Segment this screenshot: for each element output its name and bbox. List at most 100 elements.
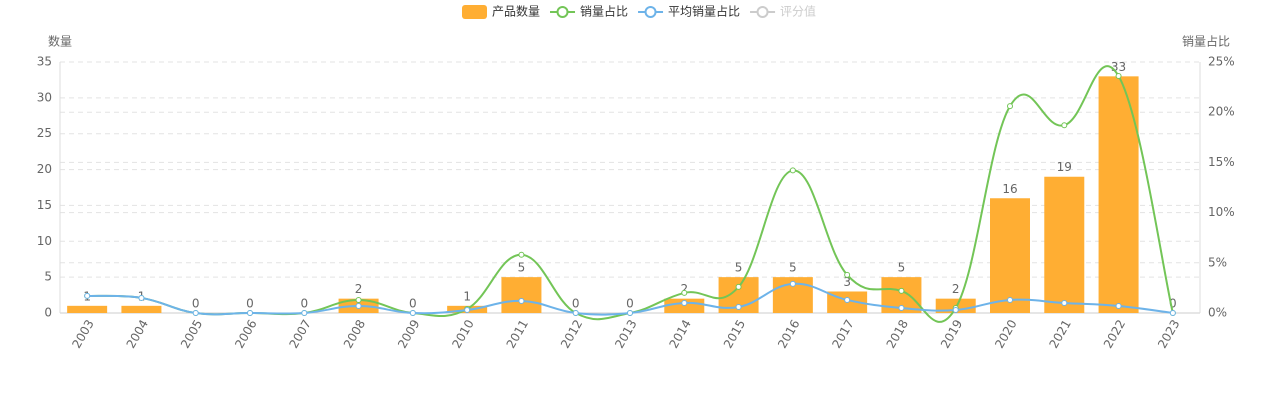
line-point [844,271,851,278]
bar [121,305,162,313]
x-tick-label: 2007 [287,317,314,350]
legend-label: 平均销量占比 [668,4,740,19]
legend-label: 销量占比 [580,4,628,19]
data-label: 5 [735,261,743,275]
line-point [789,167,796,174]
y2-tick-label: 10% [1208,205,1235,219]
line-point [627,310,633,316]
line-point [464,306,471,313]
data-label: 0 [1169,297,1177,311]
data-label: 1 [463,289,471,303]
y2-tick-label: 15% [1208,155,1235,169]
line-point [789,280,796,287]
x-tick-label: 2009 [395,317,422,350]
line-point [898,287,905,294]
x-tick-label: 2023 [1155,317,1182,350]
x-tick-label: 2008 [341,317,368,350]
y-tick-label: 20 [37,162,52,176]
legend-label: 产品数量 [492,4,540,19]
y2-tick-label: 20% [1208,105,1235,119]
data-label: 0 [246,297,254,311]
data-label: 0 [626,297,634,311]
y-tick-label: 10 [37,234,52,248]
line-point [409,310,416,316]
legend-label: 评分值 [780,4,816,19]
line-point [355,296,362,303]
data-label: 5 [518,261,526,275]
x-tick-label: 2003 [69,317,96,350]
data-label: 16 [1002,182,1017,196]
data-label: 2 [952,282,960,296]
y2-axis-label: 销量占比 [1182,34,1230,49]
x-tick-label: 2017 [829,317,856,350]
y2-tick-label: 0% [1208,306,1227,320]
x-tick-label: 2005 [178,317,205,350]
line-point [1115,73,1122,80]
data-label: 0 [409,297,417,311]
x-tick-label: 2010 [449,317,476,350]
line-point [301,310,308,316]
line-point [518,297,525,304]
bar [67,305,108,313]
legend-item[interactable]: 评分值 [750,4,816,19]
line-point [1007,103,1013,110]
line-point [1061,299,1068,306]
y-tick-label: 0 [44,306,52,320]
y-tick-label: 5 [44,270,52,284]
x-tick-label: 2014 [667,317,694,350]
x-tick-label: 2016 [775,317,802,350]
data-label: 19 [1057,160,1072,174]
data-label: 0 [572,297,580,311]
line-point [84,292,91,299]
data-label: 2 [355,282,363,296]
line-point [518,251,525,258]
legend-item[interactable]: 产品数量 [462,4,540,20]
x-tick-label: 2015 [721,317,748,350]
bar [990,198,1030,313]
x-tick-label: 2021 [1047,317,1074,350]
line-point [844,296,851,303]
line-point [138,294,145,301]
x-tick-label: 2022 [1101,317,1128,350]
data-label: 5 [789,261,797,275]
line-point [1169,310,1176,316]
y2-tick-label: 25% [1208,55,1235,69]
legend-item[interactable]: 销量占比 [550,4,628,19]
x-tick-label: 2020 [992,317,1019,350]
legend-item[interactable]: 平均销量占比 [638,4,740,19]
y-tick-label: 30 [37,90,52,104]
legend-swatch [644,6,657,18]
line-point [355,302,362,309]
data-label: 5 [898,261,906,275]
line-point [898,304,905,311]
bar [1098,76,1139,313]
bar [501,277,542,313]
line-point [247,310,253,316]
legend-swatch [556,6,569,18]
y2-tick-label: 5% [1208,255,1227,269]
line-point [1061,122,1068,129]
data-label: 0 [300,297,308,311]
data-label: 2 [680,282,688,296]
x-tick-label: 2018 [884,317,911,350]
line-point [952,306,959,313]
x-tick-label: 2004 [124,317,151,350]
line-point [681,299,688,306]
data-label: 33 [1111,60,1126,74]
data-label: 3 [843,275,851,289]
line-point [735,283,742,290]
x-tick-label: 2012 [558,317,585,350]
x-tick-label: 2011 [504,317,531,350]
line-point [681,289,688,296]
legend-swatch [756,6,769,18]
x-tick-label: 2013 [612,317,639,350]
data-label: 0 [192,297,200,311]
y-axis-label: 数量 [48,34,72,49]
x-tick-label: 2006 [232,317,259,350]
line-point [572,310,579,316]
y-tick-label: 15 [37,198,52,212]
legend-swatch [462,5,487,19]
line-point [735,303,742,310]
y-tick-label: 35 [37,55,52,69]
